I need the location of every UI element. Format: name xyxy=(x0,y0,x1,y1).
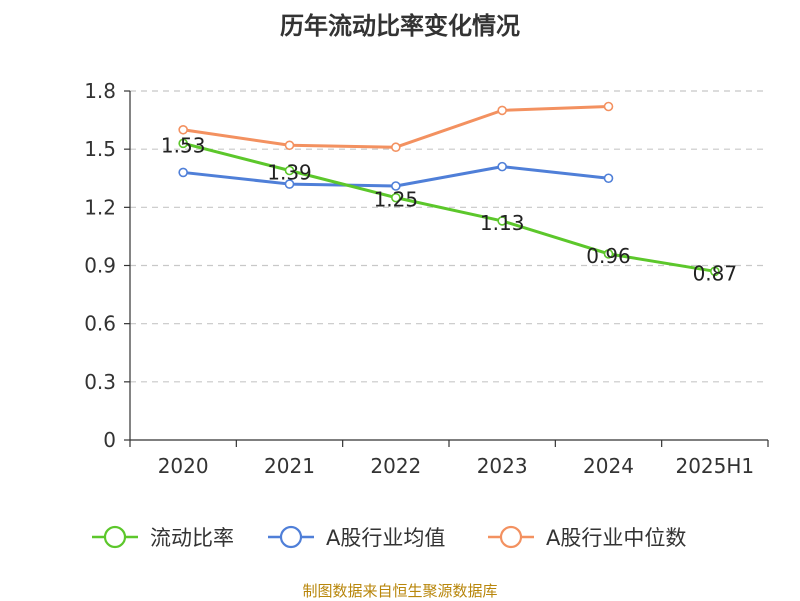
legend-marker xyxy=(103,525,127,549)
data-point xyxy=(603,101,614,112)
y-tick-label: 0.3 xyxy=(84,370,116,394)
chart-title: 历年流动比率变化情况 xyxy=(280,12,520,40)
data-point xyxy=(178,124,188,135)
legend-marker xyxy=(279,525,303,549)
data-point xyxy=(603,249,614,259)
data-point xyxy=(497,216,507,226)
data-label: 1.13 xyxy=(480,211,525,235)
y-tick-label: 0.9 xyxy=(84,254,116,278)
data-label: 0.96 xyxy=(586,244,631,268)
data-point xyxy=(391,142,401,153)
x-tick-label: 2021 xyxy=(264,454,315,478)
series-line xyxy=(181,141,717,273)
x-tick-label: 2022 xyxy=(370,454,421,478)
legend-label: A股行业均值 xyxy=(326,526,445,550)
data-point xyxy=(391,181,401,191)
data-point xyxy=(603,173,614,184)
y-tick-label: 0 xyxy=(103,428,116,452)
y-tick-label: 1.8 xyxy=(84,79,116,103)
data-label: 1.25 xyxy=(374,188,419,212)
data-point xyxy=(284,165,295,176)
x-tick-label: 2025H1 xyxy=(675,454,754,478)
data-point xyxy=(178,138,188,149)
data-point xyxy=(284,179,295,189)
data-label: 0.87 xyxy=(693,261,738,285)
legend-marker xyxy=(499,525,523,549)
data-point xyxy=(497,105,507,116)
data-label: 1.39 xyxy=(267,160,312,184)
data-point xyxy=(710,266,720,277)
y-tick-label: 0.6 xyxy=(84,312,116,336)
data-point xyxy=(497,161,507,172)
axes: 0 0.3 0.6 0.9 1.2 1.5 1.8 2020 2021 2022 2023 2024 2… xyxy=(84,79,769,478)
x-tick-label: 2024 xyxy=(583,454,634,478)
x-tick-label: 2020 xyxy=(158,454,209,478)
data-label: 1.53 xyxy=(161,133,206,157)
legend-label: 流动比率 xyxy=(150,526,234,550)
data-point xyxy=(178,167,188,178)
data-point xyxy=(284,140,295,151)
legend-label: A股行业中位数 xyxy=(546,526,686,550)
x-tick-label: 2023 xyxy=(477,454,528,478)
data-point xyxy=(391,192,401,203)
legend: 流动比率 A股行业均值 A股行业中位数 xyxy=(92,525,686,550)
y-tick-label: 1.2 xyxy=(84,195,116,219)
series-lines xyxy=(178,101,720,277)
y-tick-label: 1.5 xyxy=(84,137,116,161)
series-line xyxy=(181,105,610,149)
source-footer: 制图数据来自恒生聚源数据库 xyxy=(302,582,498,600)
grid-lines xyxy=(130,90,768,383)
data-labels: 1.53 1.39 1.25 1.13 0.96 0.87 xyxy=(161,133,737,285)
